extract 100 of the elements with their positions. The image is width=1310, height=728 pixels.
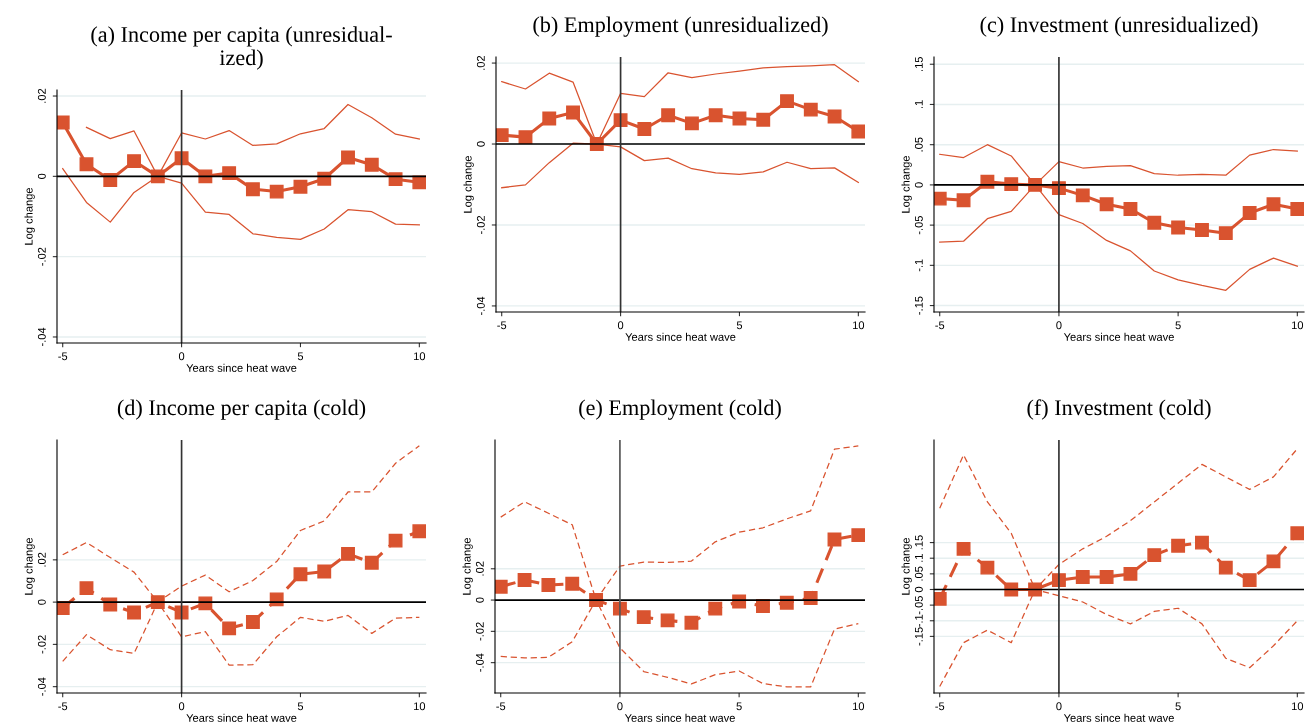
- chart-title: (c) Investment (unresidualized): [980, 16, 1258, 37]
- point: [780, 94, 794, 109]
- y-tick-label: -.02: [476, 215, 485, 235]
- y-tick-label: 0: [914, 182, 923, 188]
- point: [1075, 570, 1090, 584]
- x-tick-label: 0: [178, 702, 185, 711]
- y-tick-label: -.04: [475, 653, 484, 672]
- point: [956, 193, 971, 208]
- point: [980, 560, 995, 575]
- point: [517, 573, 532, 587]
- point: [708, 108, 723, 123]
- point: [565, 576, 580, 591]
- y-tick-label: -.04: [476, 296, 485, 316]
- chart-title: (a) Income per capita (unresidual- ized): [91, 26, 392, 70]
- point: [388, 533, 403, 548]
- y-tick-label: -.15: [915, 627, 923, 646]
- chart-title: (b) Employment (unresidualized): [533, 16, 828, 37]
- point: [317, 564, 332, 579]
- y-tick-label: -.05: [914, 216, 923, 235]
- x-tick-label: 0: [617, 321, 624, 330]
- y-tick-label: -.15: [915, 296, 923, 315]
- point: [660, 613, 675, 628]
- point: [1099, 197, 1114, 212]
- x-tick-label: -5: [497, 321, 507, 330]
- point: [245, 615, 260, 629]
- y-tick-label: -.04: [37, 327, 46, 347]
- y-tick-label: -.05: [914, 596, 923, 615]
- point: [1242, 206, 1257, 221]
- point: [103, 173, 118, 187]
- point: [851, 528, 865, 543]
- x-tick-label: -5: [58, 352, 68, 361]
- x-tick-label: 10: [852, 702, 865, 711]
- point: [1218, 226, 1233, 241]
- point: [803, 102, 818, 117]
- y-tick-label: -.04: [37, 677, 46, 696]
- point: [364, 157, 379, 172]
- y-axis-title: Log change: [24, 537, 35, 595]
- point: [613, 113, 628, 128]
- y-axis-title: Log change: [901, 537, 912, 595]
- x-tick-label: 0: [617, 702, 623, 711]
- point: [541, 578, 556, 592]
- line-series: [62, 168, 420, 241]
- point: [245, 182, 260, 197]
- point: [341, 546, 355, 561]
- point: [1123, 202, 1138, 216]
- point: [57, 115, 70, 130]
- point: [127, 154, 141, 169]
- y-tick-label: -.1: [915, 259, 923, 272]
- point: [684, 116, 699, 131]
- y-tick-label: .1: [915, 554, 923, 562]
- y-axis-title: Log change: [901, 155, 912, 213]
- point: [1171, 538, 1186, 553]
- point: [222, 621, 237, 636]
- point: [637, 122, 652, 136]
- x-tick-label: 10: [414, 702, 426, 711]
- point: [661, 108, 676, 123]
- x-tick-label: 0: [1056, 321, 1062, 330]
- x-axis-title: Years since heat wave: [186, 363, 297, 372]
- y-tick-label: .1: [915, 100, 923, 109]
- y-tick-label: 0: [914, 586, 923, 593]
- point: [1147, 215, 1162, 230]
- point: [1075, 188, 1090, 203]
- chart-title: (d) Income per capita (cold): [117, 399, 366, 420]
- point: [934, 591, 947, 606]
- y-axis-title: Log change: [463, 155, 474, 213]
- point: [127, 605, 141, 620]
- point: [198, 169, 213, 184]
- y-tick-label: -.02: [37, 635, 46, 654]
- point: [956, 541, 971, 556]
- point: [317, 171, 332, 186]
- chart-title: (e) Employment (cold): [579, 399, 781, 420]
- y-tick-label: -.02: [475, 622, 484, 641]
- x-tick-label: 10: [414, 352, 426, 361]
- y-tick-label: -.1: [915, 614, 923, 627]
- point: [542, 111, 557, 126]
- point: [1099, 570, 1114, 584]
- x-tick-label: -5: [935, 321, 945, 330]
- y-tick-label: .02: [37, 88, 46, 103]
- point: [293, 179, 308, 194]
- x-axis-title: Years since heat wave: [186, 713, 297, 722]
- point: [496, 128, 509, 143]
- y-tick-label: -.02: [37, 247, 46, 266]
- x-tick-label: 0: [178, 352, 185, 361]
- x-tick-label: 10: [1291, 702, 1304, 711]
- point: [364, 555, 379, 570]
- point: [341, 150, 355, 165]
- point: [1266, 197, 1281, 212]
- y-tick-label: .05: [914, 137, 923, 152]
- point: [827, 109, 842, 124]
- point: [934, 191, 947, 206]
- point: [1123, 566, 1138, 581]
- x-axis-title: Years since heat wave: [1063, 332, 1174, 341]
- point: [1290, 202, 1304, 216]
- point: [1195, 223, 1209, 237]
- y-tick-label: .02: [476, 55, 485, 70]
- point: [708, 601, 723, 616]
- point: [412, 524, 426, 539]
- y-tick-label: 0: [37, 173, 46, 179]
- x-tick-label: -5: [58, 702, 68, 711]
- x-tick-label: 10: [1291, 321, 1304, 330]
